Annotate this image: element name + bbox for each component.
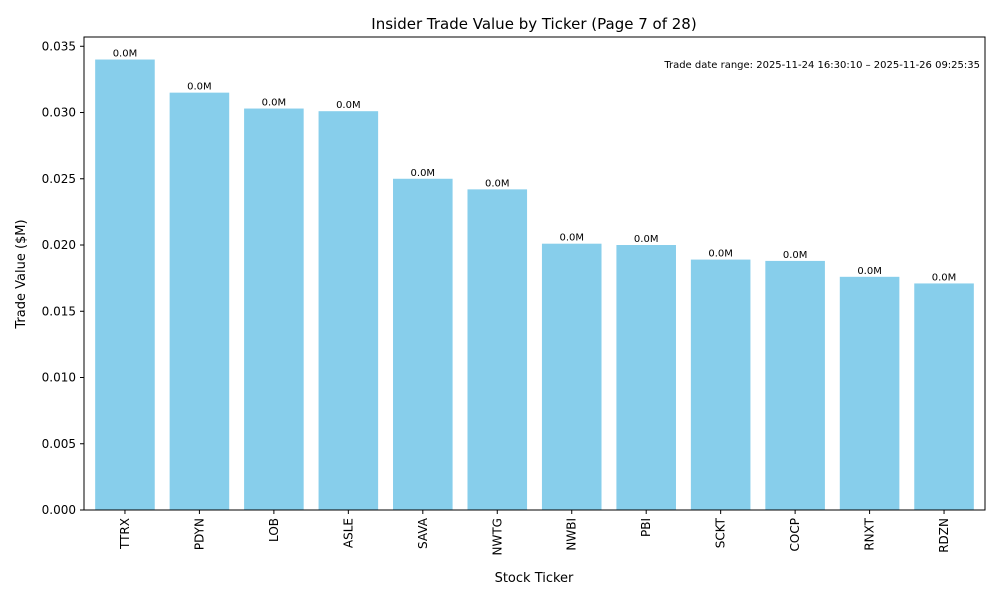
x-axis: TTRX PDYN LOB ASLE SAVA NWTG NWBI PBI SCKT COCP RN…	[118, 510, 951, 555]
x-tick-label-sava: SAVA	[416, 517, 430, 549]
data-labels-group: 0.0M 0.0M 0.0M 0.0M 0.0M 0.0M 0.0M 0.0M 0.0M 0.0M…	[113, 49, 957, 284]
x-tick-label-pdyn: PDYN	[192, 518, 206, 550]
bar-pdyn	[169, 92, 230, 510]
x-tick-label-sckt: SCKT	[714, 517, 728, 548]
data-label-pbi: 0.0M	[634, 234, 659, 245]
plot-frame	[83, 36, 986, 511]
data-label-lob: 0.0M	[262, 98, 287, 109]
data-label-sava: 0.0M	[411, 168, 436, 179]
x-tick-label-cocp: COCP	[788, 518, 802, 551]
data-label-rdzn: 0.0M	[932, 272, 957, 283]
data-label-rnxt: 0.0M	[857, 266, 882, 277]
bar-rnxt	[839, 276, 900, 510]
y-tick-label: 0.035	[42, 39, 76, 53]
x-axis-label: Stock Ticker	[495, 571, 574, 586]
bar-lob	[244, 108, 304, 511]
data-label-nwbi: 0.0M	[559, 233, 584, 244]
x-tick-label-rnxt: RNXT	[863, 517, 877, 550]
chart-title: Insider Trade Value by Ticker (Page 7 of…	[371, 15, 696, 33]
bar-sava	[393, 178, 453, 510]
bar-nwtg	[467, 189, 528, 510]
y-tick-label: 0.010	[42, 371, 76, 385]
data-label-cocp: 0.0M	[783, 250, 808, 261]
y-axis: 0.000 0.005 0.010 0.015 0.020 0.025 0.030 0.035	[42, 39, 84, 517]
data-label-sckt: 0.0M	[708, 249, 733, 260]
bar-cocp	[765, 260, 825, 510]
bar-rdzn	[914, 283, 974, 510]
x-tick-label-rdzn: RDZN	[937, 518, 951, 553]
data-label-pdyn: 0.0M	[187, 82, 212, 93]
x-tick-label-ttrx: TTRX	[118, 518, 132, 550]
x-tick-label-nwbi: NWBI	[565, 518, 579, 551]
y-axis-label: Trade Value ($M)	[14, 219, 29, 329]
y-tick-label: 0.015	[42, 304, 76, 318]
bar-pbi	[616, 245, 676, 510]
data-label-ttrx: 0.0M	[113, 49, 138, 60]
bar-nwbi	[541, 243, 602, 510]
x-tick-label-pbi: PBI	[639, 518, 653, 537]
data-label-nwtg: 0.0M	[485, 178, 510, 189]
x-tick-label-nwtg: NWTG	[490, 518, 504, 555]
data-label-asle: 0.0M	[336, 100, 361, 111]
bar-asle	[318, 111, 379, 510]
y-tick-label: 0.020	[42, 238, 76, 252]
y-tick-label: 0.005	[42, 437, 76, 451]
x-tick-label-asle: ASLE	[341, 518, 355, 548]
bar-sckt	[690, 259, 751, 510]
y-tick-label: 0.030	[42, 106, 76, 120]
trade-date-range-annotation: Trade date range: 2025-11-24 16:30:10 – …	[663, 60, 980, 71]
y-tick-label: 0.000	[42, 503, 76, 517]
bar-ttrx	[95, 59, 155, 511]
bars-group	[95, 59, 974, 511]
y-tick-label: 0.025	[42, 172, 76, 186]
x-tick-label-lob: LOB	[267, 518, 281, 542]
